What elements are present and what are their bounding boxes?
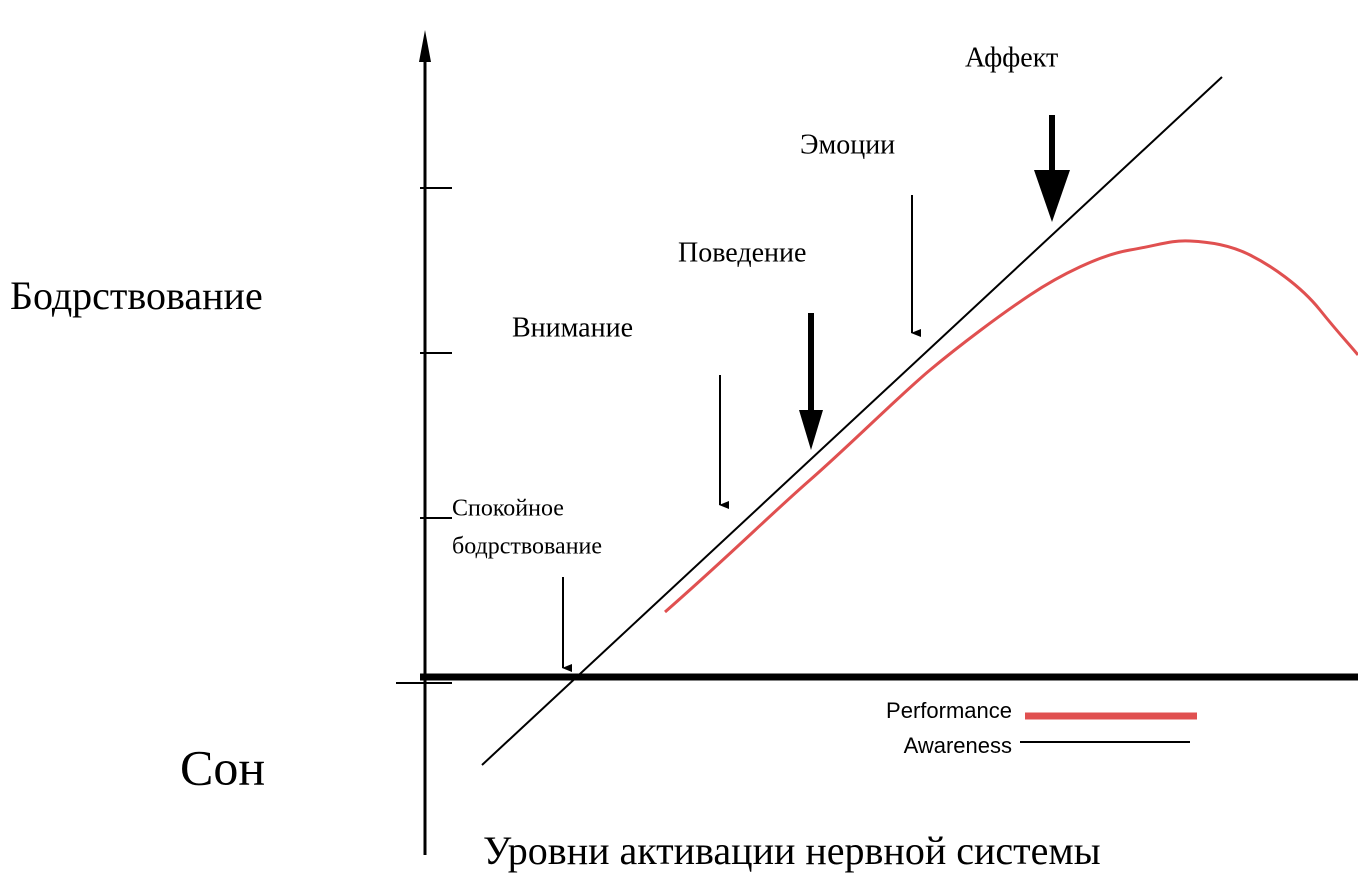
performance-curve: [664, 239, 1358, 614]
y-ticks: [396, 187, 452, 684]
level-label: Спокойное: [452, 496, 564, 522]
awareness-line: [481, 76, 1223, 766]
y-label-bottom: Сон: [180, 739, 265, 795]
y-label-top: Бодрствование: [10, 273, 263, 318]
affect-arrow-head: [1034, 170, 1070, 222]
legend-label: Awareness: [904, 733, 1012, 758]
behavior-arrow-head: [799, 410, 823, 450]
legend-label: Performance: [886, 698, 1012, 723]
level-label: Эмоции: [800, 129, 895, 160]
y-axis-arrow: [419, 30, 431, 62]
level-label: Аффект: [965, 42, 1058, 73]
x-label: Уровни активации нервной системы: [483, 828, 1101, 873]
level-label: Поведение: [678, 237, 806, 268]
level-label: бодрствование: [452, 534, 602, 560]
level-label: Внимание: [512, 312, 633, 343]
